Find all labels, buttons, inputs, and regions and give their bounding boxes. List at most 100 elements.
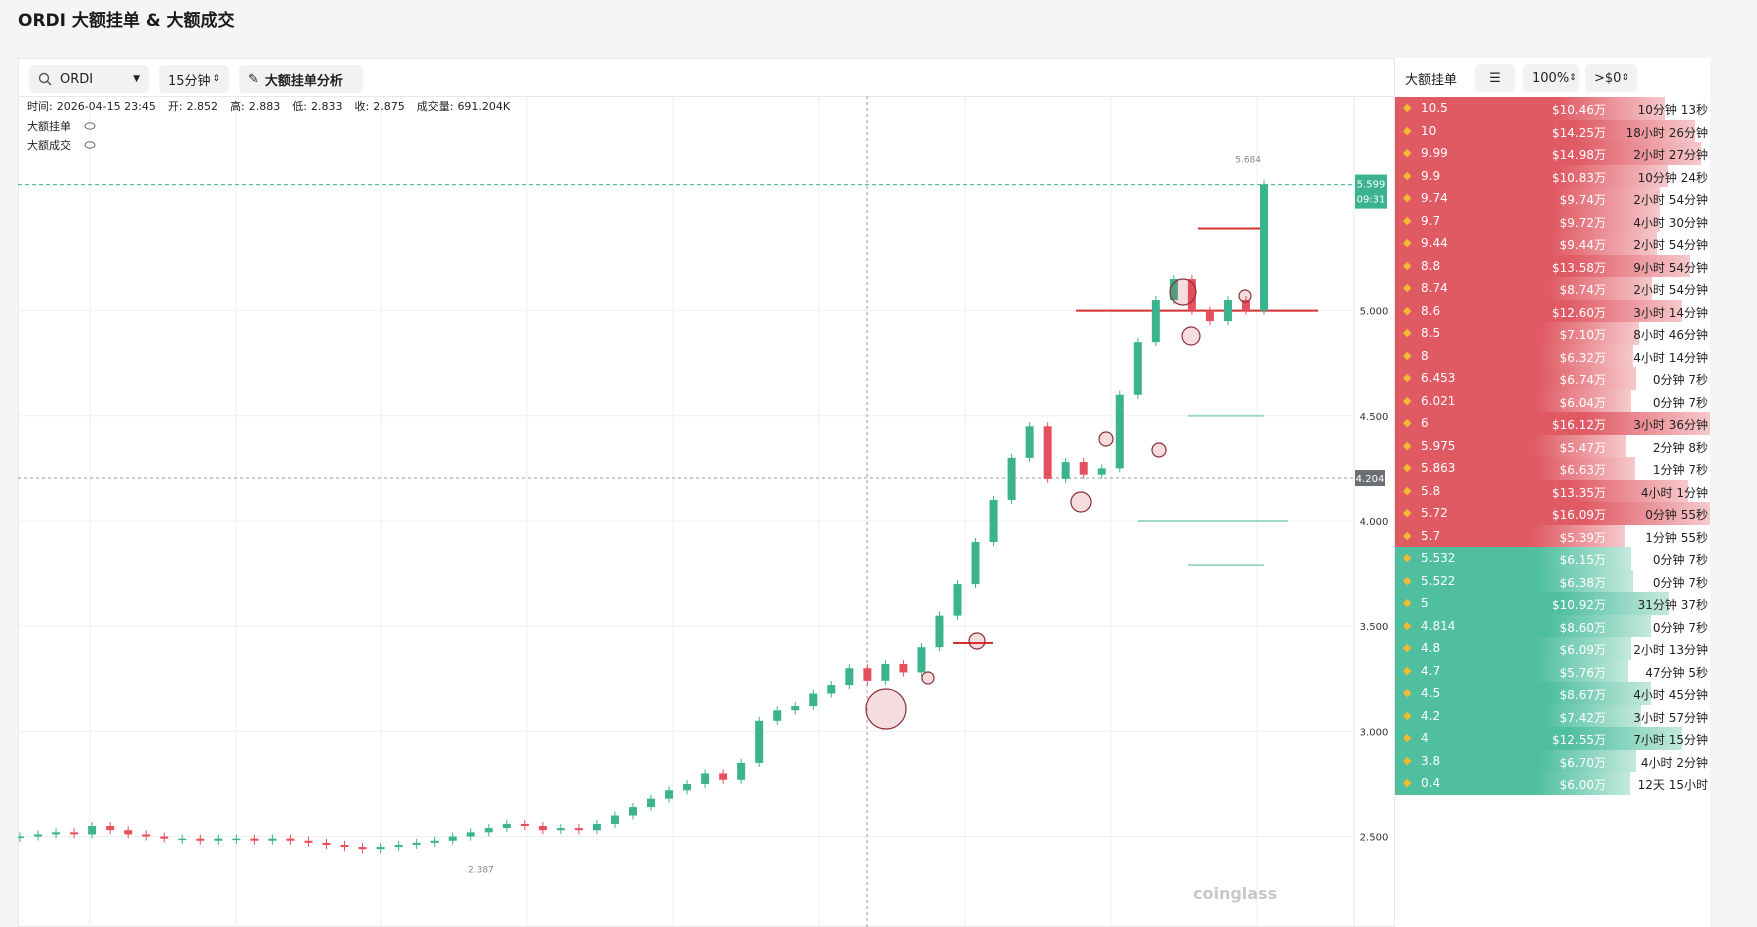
info-label: 低: [292, 100, 307, 113]
amount: $6.32万 [1559, 350, 1606, 365]
amount-bar [1395, 232, 1658, 255]
visibility-toggle[interactable] [84, 122, 96, 130]
exchange-icon: ◆ [1403, 258, 1412, 272]
exchange-icon: ◆ [1403, 213, 1412, 227]
amount: $9.74万 [1559, 193, 1606, 207]
ask-row: ◆ 5.975 $5.47万 2分钟 8秒 [1395, 434, 1710, 457]
bid-row: ◆ 5.522 $6.38万 0分钟 7秒 [1395, 569, 1710, 592]
candle-body [809, 693, 818, 707]
toolbar-divider [19, 96, 1395, 97]
trade-bubble [1098, 431, 1114, 447]
price: 4.814 [1421, 618, 1456, 633]
amount-bar [1395, 389, 1631, 412]
low-annotation: 2.387 [468, 865, 494, 875]
amount: $13.58万 [1552, 260, 1606, 275]
trade-bubble [921, 671, 935, 685]
price: 3.8 [1421, 753, 1441, 768]
candle-body [647, 798, 656, 808]
amount-bar [1395, 299, 1683, 322]
candle-body [1115, 394, 1124, 469]
amount: $7.42万 [1559, 710, 1606, 725]
age: 0分钟 7秒 [1652, 373, 1708, 387]
amount-bar [1395, 344, 1633, 367]
ask-row: ◆ 9.99 $14.98万 2小时 27分钟 [1395, 142, 1710, 165]
candle-body [124, 830, 133, 835]
analysis-button[interactable]: ✎ 大额挂单分析 [239, 65, 363, 93]
candle-body [1223, 300, 1232, 322]
trade-bubble [1151, 442, 1167, 458]
candle-body [538, 826, 547, 831]
candle-body [412, 842, 421, 845]
candle-body [845, 668, 854, 686]
candle-body [863, 668, 872, 681]
trade-bubble [1238, 289, 1252, 303]
amount: $8.74万 [1559, 283, 1606, 297]
exchange-icon: ◆ [1403, 191, 1412, 204]
amount: $9.44万 [1559, 238, 1606, 252]
symbol-search[interactable]: ORDI ▼ [29, 65, 149, 93]
candle-body [268, 838, 277, 841]
dropdown-arrow: ▼ [133, 74, 140, 84]
candle-body [737, 762, 746, 780]
amount-bar [1395, 547, 1632, 570]
y-tick-label: 2.500 [1360, 833, 1389, 844]
filter-button[interactable]: ☰ [1475, 64, 1515, 92]
y-tick-label: 4.000 [1360, 517, 1389, 528]
price: 9.7 [1421, 213, 1441, 228]
candle-body [1205, 310, 1214, 322]
price: 6.453 [1421, 371, 1456, 385]
price: 5.7 [1421, 528, 1441, 543]
price-chart: 2.500 3.000 3.500 4.000 4.500 5.000 4.204 5.599… [18, 96, 1389, 927]
age: 10分钟 13秒 [1637, 103, 1708, 117]
exchange-icon: ◆ [1403, 506, 1412, 519]
info-value: 2.852 [187, 100, 219, 113]
bid-row: ◆ 3.8 $6.70万 4小时 2分钟 [1395, 749, 1710, 772]
price: 5.532 [1421, 551, 1456, 565]
last-price-tag [1355, 174, 1387, 209]
info-label: 成交量: [417, 99, 454, 113]
countdown: 09:31 [1357, 195, 1386, 206]
amount-bar [1395, 524, 1626, 547]
candle-body [610, 815, 619, 824]
order-book-title: 大额挂单 [1405, 73, 1458, 88]
candle-body [358, 847, 367, 850]
amount: $10.83万 [1552, 170, 1606, 185]
ask-row: ◆ 5.7 $5.39万 1分钟 55秒 [1395, 524, 1710, 547]
y-tick-label: 3.000 [1360, 727, 1389, 738]
bid-row: ◆ 5 $10.92万 31分钟 37秒 [1395, 592, 1710, 615]
high-annotation: 5.684 [1235, 156, 1261, 166]
amount: $6.15万 [1559, 553, 1606, 567]
price: 5 [1421, 596, 1429, 610]
candle-body [466, 832, 475, 837]
amount: $12.60万 [1552, 305, 1606, 320]
age: 3小时 14分钟 [1633, 305, 1708, 320]
price: 8 [1421, 348, 1429, 363]
amount-bar [1395, 412, 1710, 435]
ask-row: ◆ 8.6 $12.60万 3小时 14分钟 [1395, 299, 1710, 322]
size-select[interactable]: >$0 ⇕ [1585, 64, 1637, 92]
candle-body [1079, 462, 1088, 475]
age: 7小时 15分钟 [1633, 733, 1708, 747]
visibility-toggle[interactable] [84, 141, 96, 149]
exchange-icon: ◆ [1403, 348, 1412, 362]
price: 0.4 [1421, 776, 1441, 790]
interval-select[interactable]: 15分钟 ⇕ [159, 65, 229, 93]
exchange-icon: ◆ [1403, 596, 1412, 609]
order-book: 大额挂单 ☰ 100% ⇕ >$0 ⇕ ◆ 10.5 $10.46万 10分钟 13秒 ◆ 1… [1394, 58, 1710, 927]
bid-row: ◆ 4 $12.55万 7小时 15分钟 [1395, 727, 1710, 750]
bid-row: ◆ 5.532 $6.15万 0分钟 7秒 [1395, 547, 1710, 570]
candle-body [178, 838, 187, 841]
price: 8.74 [1421, 281, 1448, 295]
age: 2小时 27分钟 [1633, 148, 1708, 162]
candle-body [1241, 300, 1250, 311]
depth-select[interactable]: 100% ⇕ [1523, 64, 1579, 92]
amount: $14.25万 [1552, 125, 1606, 140]
info-value: 691.204K [457, 100, 510, 113]
exchange-icon: ◆ [1403, 416, 1412, 429]
amount: $8.60万 [1559, 620, 1606, 635]
price: 9.44 [1421, 236, 1448, 250]
exchange-icon: ◆ [1403, 393, 1412, 407]
candle-body [430, 840, 439, 843]
amount: $12.55万 [1552, 733, 1606, 747]
